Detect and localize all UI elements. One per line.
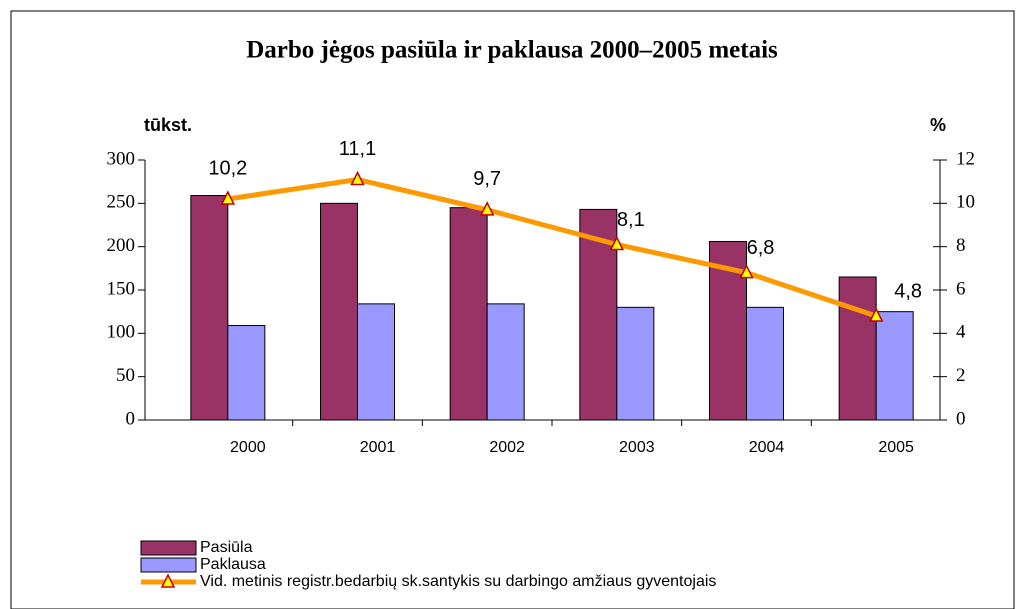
x-tick-label: 2002 bbox=[489, 439, 525, 456]
bar bbox=[449, 207, 488, 421]
y-tick-label: 100 bbox=[107, 322, 136, 343]
legend-marker bbox=[160, 573, 176, 588]
marker bbox=[479, 201, 495, 216]
bar bbox=[320, 202, 358, 421]
y2-axis-label: % bbox=[930, 115, 946, 135]
legend-label: Paklausa bbox=[200, 556, 266, 573]
y2-tick-label: 0 bbox=[956, 408, 966, 429]
bar bbox=[486, 303, 525, 421]
x-tick-label: 2001 bbox=[360, 439, 396, 456]
y-axis-label: tūkst. bbox=[144, 115, 192, 135]
y2-tick-label: 12 bbox=[956, 148, 975, 169]
bar bbox=[838, 276, 877, 421]
bar bbox=[616, 306, 655, 421]
marker bbox=[350, 170, 365, 186]
marker bbox=[220, 190, 236, 205]
data-label: 8,1 bbox=[617, 209, 645, 231]
chart-title: Darbo jėgos pasiūla ir paklausa 2000–200… bbox=[246, 37, 778, 64]
x-tick-label: 2003 bbox=[619, 439, 655, 456]
y-tick-label: 0 bbox=[126, 408, 136, 429]
x-tick-label: 2000 bbox=[230, 439, 266, 456]
marker bbox=[868, 307, 884, 322]
legend-swatch bbox=[140, 557, 197, 573]
legend-swatch bbox=[140, 540, 197, 556]
marker bbox=[609, 235, 625, 251]
bar bbox=[746, 306, 784, 421]
data-label: 4,8 bbox=[894, 280, 922, 302]
data-label: 6,8 bbox=[747, 237, 775, 259]
bar bbox=[579, 208, 618, 421]
x-tick-label: 2005 bbox=[878, 439, 914, 456]
y-tick-label: 50 bbox=[116, 365, 135, 386]
y-tick-label: 150 bbox=[107, 278, 136, 299]
y-tick-label: 300 bbox=[107, 148, 136, 169]
data-label: 11,1 bbox=[339, 138, 376, 160]
legend-label: Vid. metinis registr.bedarbių sk.santyki… bbox=[200, 573, 716, 590]
data-label: 10,2 bbox=[208, 157, 247, 179]
data-label: 9,7 bbox=[473, 168, 501, 190]
legend-label: Pasiūla bbox=[200, 539, 253, 556]
y2-tick-label: 2 bbox=[956, 365, 966, 386]
bar bbox=[875, 311, 914, 421]
y-tick-label: 200 bbox=[107, 235, 136, 256]
marker bbox=[739, 263, 754, 279]
y2-tick-label: 10 bbox=[956, 192, 975, 213]
bar bbox=[190, 195, 229, 421]
bar bbox=[357, 303, 395, 421]
y-tick-label: 250 bbox=[107, 192, 136, 213]
line bbox=[227, 176, 877, 319]
y2-tick-label: 4 bbox=[956, 322, 966, 343]
bar bbox=[227, 325, 266, 421]
y2-tick-label: 6 bbox=[956, 278, 966, 299]
y2-tick-label: 8 bbox=[956, 235, 966, 256]
x-tick-label: 2004 bbox=[749, 439, 785, 456]
